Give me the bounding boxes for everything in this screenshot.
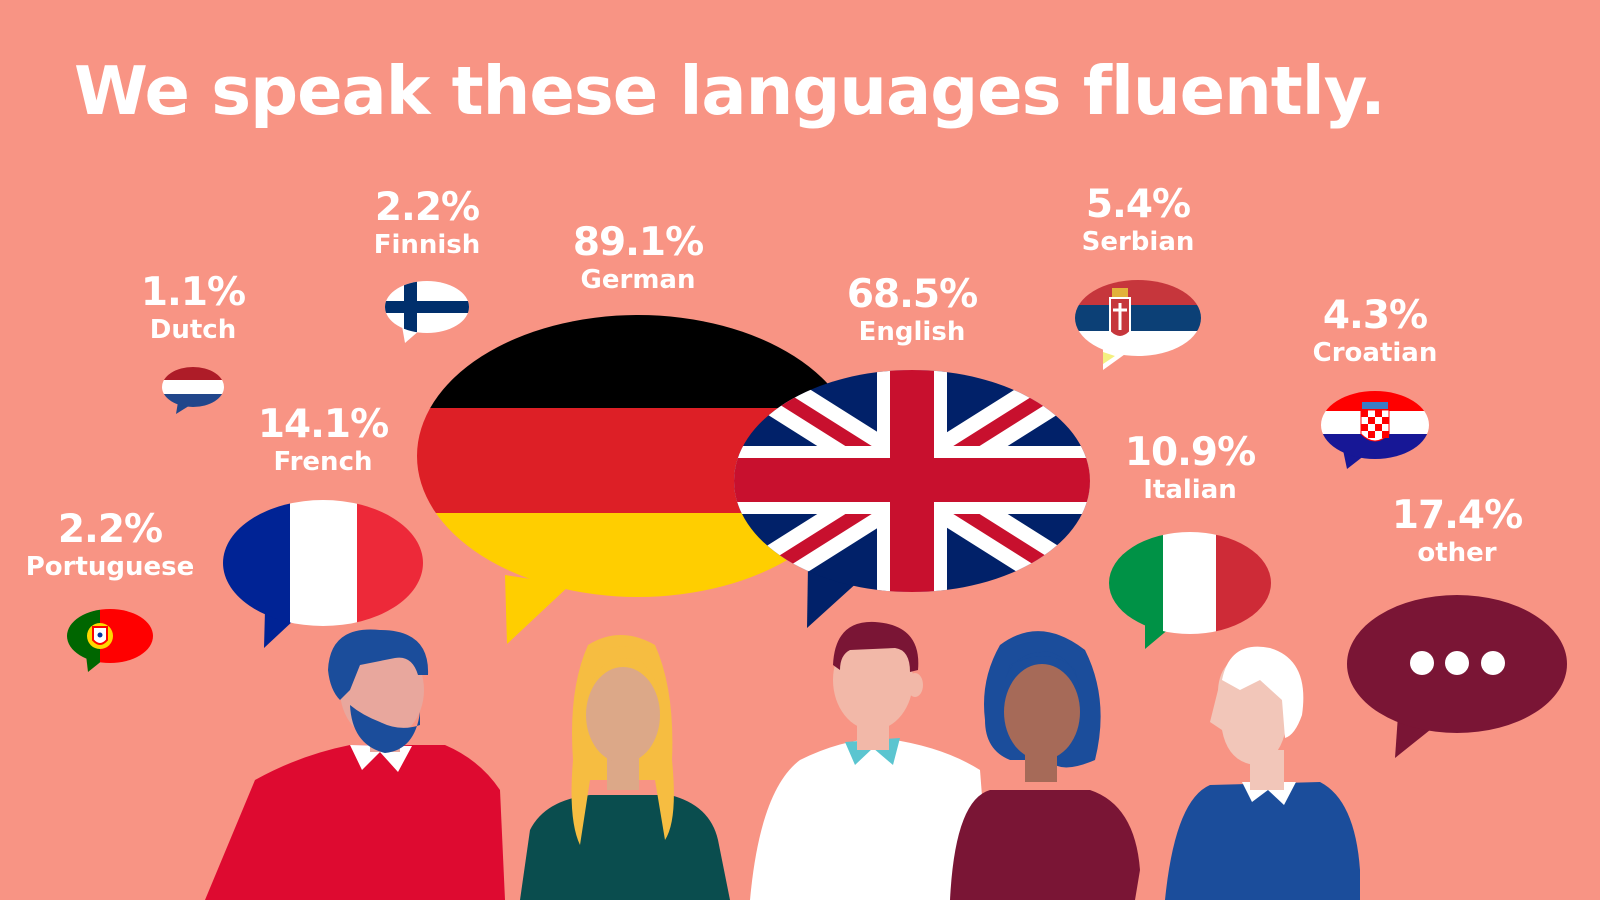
french-flag-bubble xyxy=(223,500,423,648)
serbian-flag-bubble xyxy=(1075,280,1201,370)
label-english: English xyxy=(858,317,966,347)
stat-other: 17.4% other xyxy=(1347,495,1567,569)
finnish-flag-bubble xyxy=(385,281,469,343)
other-language-bubble xyxy=(1347,595,1567,758)
stat-finnish: 2.2% Finnish xyxy=(317,187,537,261)
label-german: German xyxy=(580,265,696,295)
stat-serbian: 5.4% Serbian xyxy=(1028,184,1248,258)
person-bearded-man xyxy=(205,629,505,900)
stat-italian: 10.9% Italian xyxy=(1080,432,1300,506)
stat-portuguese: 2.2% Portuguese xyxy=(0,509,220,583)
person-curly-woman xyxy=(950,631,1140,900)
italian-flag-bubble xyxy=(1109,532,1271,649)
percent-serbian: 5.4% xyxy=(1085,182,1191,227)
label-french: French xyxy=(273,447,373,477)
percent-other: 17.4% xyxy=(1391,493,1523,538)
croatian-flag-bubble xyxy=(1321,391,1429,469)
percent-italian: 10.9% xyxy=(1124,430,1256,475)
percent-dutch: 1.1% xyxy=(140,270,246,315)
label-croatian: Croatian xyxy=(1312,338,1438,368)
percent-croatian: 4.3% xyxy=(1322,293,1428,338)
label-other: other xyxy=(1417,538,1497,568)
label-dutch: Dutch xyxy=(149,315,237,345)
serbian-coat-of-arms-icon xyxy=(1109,288,1131,338)
label-italian: Italian xyxy=(1143,475,1237,505)
portuguese-coat-of-arms-icon xyxy=(87,623,113,649)
stat-dutch: 1.1% Dutch xyxy=(83,272,303,346)
stat-french: 14.1% French xyxy=(213,404,433,478)
croatian-checkered-shield-icon xyxy=(1360,402,1390,442)
percent-finnish: 2.2% xyxy=(374,185,480,230)
person-blond-woman xyxy=(520,635,730,900)
dutch-flag-bubble xyxy=(162,367,224,414)
percent-english: 68.5% xyxy=(846,272,978,317)
stat-english: 68.5% English xyxy=(802,274,1022,348)
portuguese-flag-bubble xyxy=(67,609,153,672)
label-portuguese: Portuguese xyxy=(25,552,195,582)
english-flag-bubble xyxy=(734,370,1090,628)
page-title: We speak these languages fluently. xyxy=(74,52,1386,130)
stat-german: 89.1% German xyxy=(528,222,748,296)
percent-french: 14.1% xyxy=(257,402,389,447)
ellipsis-icon xyxy=(1410,651,1505,675)
percent-german: 89.1% xyxy=(572,220,704,265)
person-grey-haired-man xyxy=(1165,646,1360,900)
percent-portuguese: 2.2% xyxy=(57,507,163,552)
label-serbian: Serbian xyxy=(1081,227,1195,257)
stat-croatian: 4.3% Croatian xyxy=(1265,295,1485,369)
person-man-white-shirt xyxy=(750,621,990,900)
label-finnish: Finnish xyxy=(373,230,481,260)
